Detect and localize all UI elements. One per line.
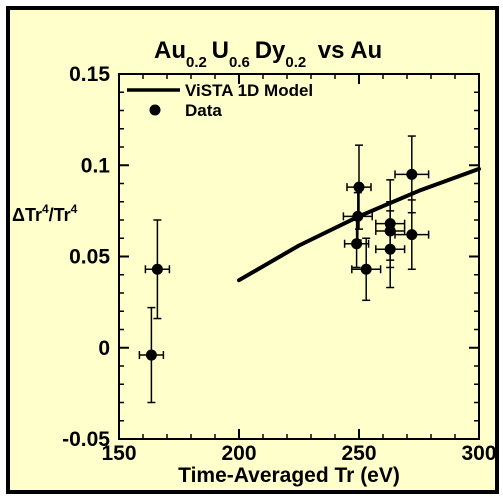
y-tick-label: 0.05 bbox=[69, 246, 110, 269]
y-label-part: ΔTr bbox=[12, 205, 42, 225]
x-axis-label: Time-Averaged Tr (eV) bbox=[178, 464, 400, 487]
series-layer bbox=[138, 135, 481, 404]
x-tick-label: 150 bbox=[101, 442, 136, 465]
legend-label: Data bbox=[185, 101, 222, 120]
data-point bbox=[360, 263, 372, 275]
x-tick-label: 250 bbox=[341, 442, 376, 465]
data-point bbox=[351, 238, 363, 250]
legend-dot-marker bbox=[149, 104, 161, 116]
title-subscript-1: 0.6 bbox=[229, 54, 250, 71]
y-tick-label: 0.15 bbox=[69, 63, 110, 86]
title-subscript-2: 0.2 bbox=[285, 54, 306, 71]
y-axis-label: ΔTr4/Tr4 bbox=[12, 202, 78, 225]
title-subscript-0: 0.2 bbox=[186, 54, 207, 71]
title-part-3: vs Au bbox=[311, 37, 382, 64]
title-part-0: Au bbox=[154, 37, 186, 64]
data-point bbox=[353, 181, 365, 193]
data-point bbox=[151, 263, 163, 275]
y-label-superscript: 4 bbox=[42, 202, 49, 216]
x-tick-label: 300 bbox=[461, 442, 496, 465]
data-point bbox=[384, 243, 396, 255]
legend-label: ViSTA 1D Model bbox=[185, 81, 313, 100]
title-part-2: Dy bbox=[255, 37, 286, 64]
y-label-part: /Tr bbox=[49, 205, 71, 225]
chart-title: Au0.2 U0.6 Dy0.2 vs Au bbox=[154, 37, 382, 71]
chart-background bbox=[6, 6, 499, 494]
y-tick-label: 0.1 bbox=[81, 154, 111, 177]
x-tick-label: 200 bbox=[221, 442, 256, 465]
title-part-1: U bbox=[212, 37, 229, 64]
data-point bbox=[145, 349, 157, 361]
axis-ticks bbox=[118, 73, 480, 440]
chart-title-text: Au0.2 U0.6 Dy0.2 vs Au bbox=[154, 37, 382, 71]
plot-area bbox=[118, 73, 480, 440]
y-tick-label: 0 bbox=[98, 337, 110, 360]
data-point bbox=[406, 229, 418, 241]
data-point bbox=[352, 210, 364, 222]
y-label-superscript: 4 bbox=[71, 202, 78, 216]
y-tick-labels: -0.05 0 0.05 0.1 0.15 bbox=[62, 63, 110, 451]
x-tick-labels: 150 200 250 300 bbox=[101, 442, 496, 465]
y-tick-label: -0.05 bbox=[62, 428, 110, 451]
data-point bbox=[406, 168, 418, 180]
